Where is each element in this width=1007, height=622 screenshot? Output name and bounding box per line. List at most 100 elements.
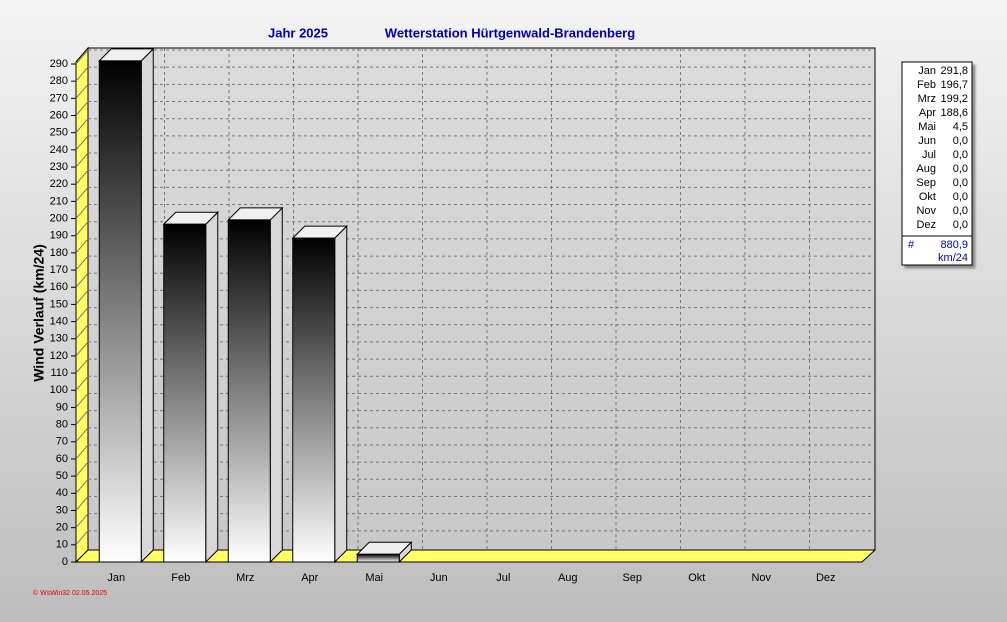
legend-month: Apr — [919, 107, 936, 119]
chart-subtitle: Wetterstation Hürtgenwald-Brandenberg — [385, 25, 635, 40]
legend-month: Jul — [922, 149, 936, 161]
x-tick-label: Feb — [171, 572, 190, 584]
x-tick-label: Sep — [622, 572, 642, 584]
y-tick-label: 120 — [50, 350, 68, 362]
y-tick-label: 180 — [50, 247, 68, 259]
y-tick-label: 50 — [56, 470, 68, 482]
grid-line — [75, 238, 89, 254]
grid-line — [75, 478, 89, 494]
bar-side — [334, 224, 348, 564]
grid-line — [75, 66, 89, 82]
footer: © WsWin32 02.05.2025 — [33, 589, 107, 597]
bar-side — [269, 206, 283, 564]
y-tick-label: 160 — [50, 281, 68, 293]
grid-line — [75, 204, 89, 219]
y-axis-label: Wind Verlauf (km/24) — [31, 244, 47, 382]
x-tick-label: Nov — [751, 572, 771, 584]
grid-line — [75, 49, 89, 65]
grid-line — [75, 496, 89, 511]
total-symbol: # — [908, 239, 915, 251]
legend-value: 199,2 — [940, 93, 968, 105]
grid-line — [75, 255, 89, 271]
legend-value: 0,0 — [953, 191, 968, 203]
grid-line — [75, 152, 89, 168]
y-tick-label: 0 — [62, 556, 68, 568]
grid-line — [75, 444, 89, 460]
y-tick-label: 140 — [50, 315, 68, 327]
total-unit: km/24 — [938, 252, 968, 264]
legend-month: Jun — [918, 135, 936, 147]
y-tick-label: 30 — [56, 504, 68, 516]
legend-panel — [901, 61, 973, 266]
y-tick-label: 100 — [50, 384, 68, 396]
grid-line — [75, 272, 89, 288]
grid-line — [75, 118, 89, 134]
x-tick-label: Dez — [816, 572, 836, 584]
grid-line — [75, 410, 89, 425]
x-tick-label: Aug — [558, 572, 578, 584]
y-tick-label: 70 — [56, 436, 68, 448]
legend-value: 0,0 — [953, 177, 968, 189]
x-tick-label: Mai — [365, 572, 383, 584]
legend-value: 0,0 — [953, 219, 968, 231]
y-tick-label: 80 — [56, 419, 68, 431]
bar — [227, 219, 271, 563]
legend-month: Mai — [918, 121, 936, 133]
legend-month: Mrz — [918, 93, 936, 105]
grid-line — [75, 221, 89, 237]
grid-line — [75, 101, 89, 116]
y-tick-label: 250 — [50, 127, 68, 139]
legend-month: Sep — [916, 177, 936, 189]
y-tick-label: 20 — [56, 522, 68, 534]
y-tick-label: 210 — [50, 195, 68, 207]
legend-value: 4,5 — [953, 121, 968, 133]
legend-month: Aug — [916, 163, 936, 175]
grid-line — [75, 169, 89, 185]
legend-value: 291,8 — [940, 65, 968, 77]
x-tick-label: Jul — [496, 572, 510, 584]
y-tick-label: 170 — [50, 264, 68, 276]
grid-line — [75, 290, 89, 305]
legend-value: 0,0 — [953, 149, 968, 161]
y-tick-label: 280 — [50, 75, 68, 87]
grid-line — [75, 375, 89, 391]
legend-month: Nov — [916, 205, 936, 217]
x-tick-label: Jan — [107, 572, 125, 584]
grid-line — [75, 324, 89, 340]
legend-month: Okt — [919, 191, 936, 203]
bar — [292, 237, 336, 563]
y-tick-label: 90 — [56, 401, 68, 413]
x-tick-label: Mrz — [236, 572, 254, 584]
y-tick-label: 110 — [50, 367, 68, 379]
legend-value: 0,0 — [953, 163, 968, 175]
legend-month: Dez — [916, 219, 936, 231]
grid-line — [75, 393, 89, 408]
y-tick-label: 200 — [50, 212, 68, 224]
legend-month: Jan — [918, 65, 936, 77]
grid-line — [75, 135, 89, 151]
x-tick-label: Apr — [301, 572, 318, 584]
grid-line — [75, 530, 89, 546]
y-tick-label: 60 — [56, 453, 68, 465]
bar — [98, 60, 142, 563]
grid-line — [75, 341, 89, 357]
grid-line — [75, 307, 89, 322]
legend-month: Feb — [917, 79, 936, 91]
x-tick-label: Okt — [688, 572, 705, 584]
y-tick-label: 10 — [56, 539, 68, 551]
grid-line — [75, 513, 89, 528]
bar-side — [205, 211, 219, 564]
legend-value: 0,0 — [953, 135, 968, 147]
y-tick-label: 230 — [50, 161, 68, 173]
grid-line — [75, 84, 89, 99]
y-tick-label: 290 — [50, 58, 68, 70]
legend-value: 0,0 — [953, 205, 968, 217]
legend-box — [901, 61, 973, 266]
y-tick-label: 220 — [50, 178, 68, 190]
y-tick-label: 130 — [50, 333, 68, 345]
legend-value: 188,6 — [940, 107, 968, 119]
chart-title: Jahr 2025 — [268, 25, 328, 40]
y-tick-label: 150 — [50, 298, 68, 310]
grid-line — [75, 461, 89, 477]
